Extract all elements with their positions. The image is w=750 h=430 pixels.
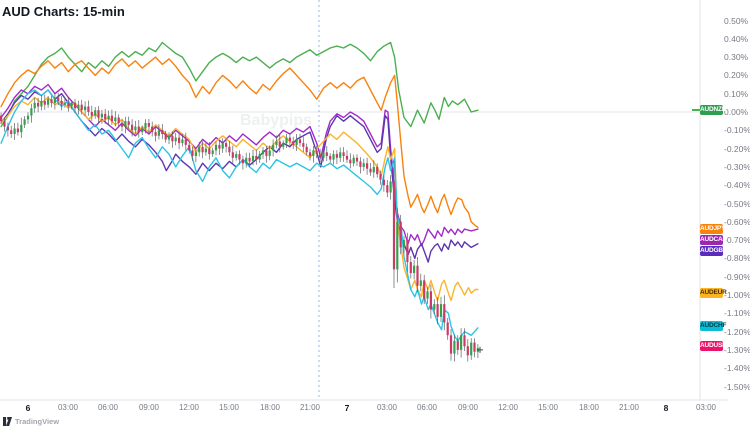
time-tick: 7: [344, 403, 350, 413]
tradingview-logo-icon: [3, 417, 12, 426]
time-tick: 15:00: [218, 403, 240, 412]
price-tick: 0.00%: [724, 107, 749, 117]
price-tick: -0.80%: [724, 253, 750, 264]
time-tick: 15:00: [537, 403, 559, 412]
line-audnzd: [0, 41, 479, 128]
time-tick: 18:00: [259, 403, 281, 412]
price-tag-audnzd: AUDNZD: [700, 105, 727, 115]
price-tick: -0.60%: [724, 216, 750, 227]
tradingview-logo-text: TradingView: [15, 417, 60, 426]
price-tick: 0.20%: [724, 70, 749, 81]
price-tick: -0.20%: [724, 143, 750, 154]
time-tick: 8: [663, 403, 669, 413]
price-tick: 0.30%: [724, 52, 749, 63]
time-tick: 03:00: [695, 403, 717, 412]
price-tag-audchf: AUDCHF: [700, 321, 727, 331]
time-tick: 6: [25, 403, 31, 413]
price-tick: -0.10%: [724, 125, 750, 136]
price-tag-audgbp: AUDGBP: [700, 246, 727, 256]
price-tick: -1.00%: [724, 290, 750, 300]
time-tick: 09:00: [457, 403, 479, 412]
price-tick: -0.50%: [724, 198, 750, 209]
price-tick: -1.40%: [724, 363, 750, 374]
page-title: AUD Charts: 15-min: [2, 4, 125, 19]
time-tick: 21:00: [618, 403, 640, 412]
tradingview-logo[interactable]: TradingView: [3, 417, 59, 426]
time-tick: 03:00: [376, 403, 398, 412]
price-tag-leader: [692, 109, 700, 111]
price-tick: -0.90%: [724, 271, 750, 282]
price-tick: -0.70%: [724, 235, 750, 246]
price-tick: -1.30%: [724, 344, 750, 355]
price-tick: -1.10%: [724, 308, 750, 319]
time-tick: 09:00: [138, 403, 160, 412]
line-audjpy: [0, 56, 479, 228]
time-tick: 12:00: [497, 403, 519, 412]
price-tag-audcad: AUDCAD: [700, 235, 727, 245]
price-tick: -1.20%: [724, 326, 750, 337]
price-tick: -1.50%: [724, 381, 750, 392]
time-tick: 12:00: [178, 403, 200, 412]
price-tag-audusd: AUDUSD: [700, 341, 727, 351]
price-tag-audjpy: AUDJPY: [700, 224, 726, 234]
price-tag-audeur: AUDEUR: [700, 288, 727, 298]
time-tick: 03:00: [57, 403, 79, 412]
price-tick: 0.10%: [724, 88, 749, 99]
price-tick: -0.40%: [724, 180, 750, 191]
babypips-watermark: Babypips: [240, 112, 313, 129]
time-tick: 21:00: [299, 403, 321, 412]
time-tick: 06:00: [97, 403, 119, 412]
time-tick: 18:00: [578, 403, 600, 412]
time-tick: 06:00: [416, 403, 438, 412]
line-audchf: [0, 89, 479, 342]
price-tick: 0.40%: [724, 33, 749, 44]
price-tick: 0.50%: [724, 15, 749, 26]
price-tick: -0.30%: [724, 161, 750, 172]
